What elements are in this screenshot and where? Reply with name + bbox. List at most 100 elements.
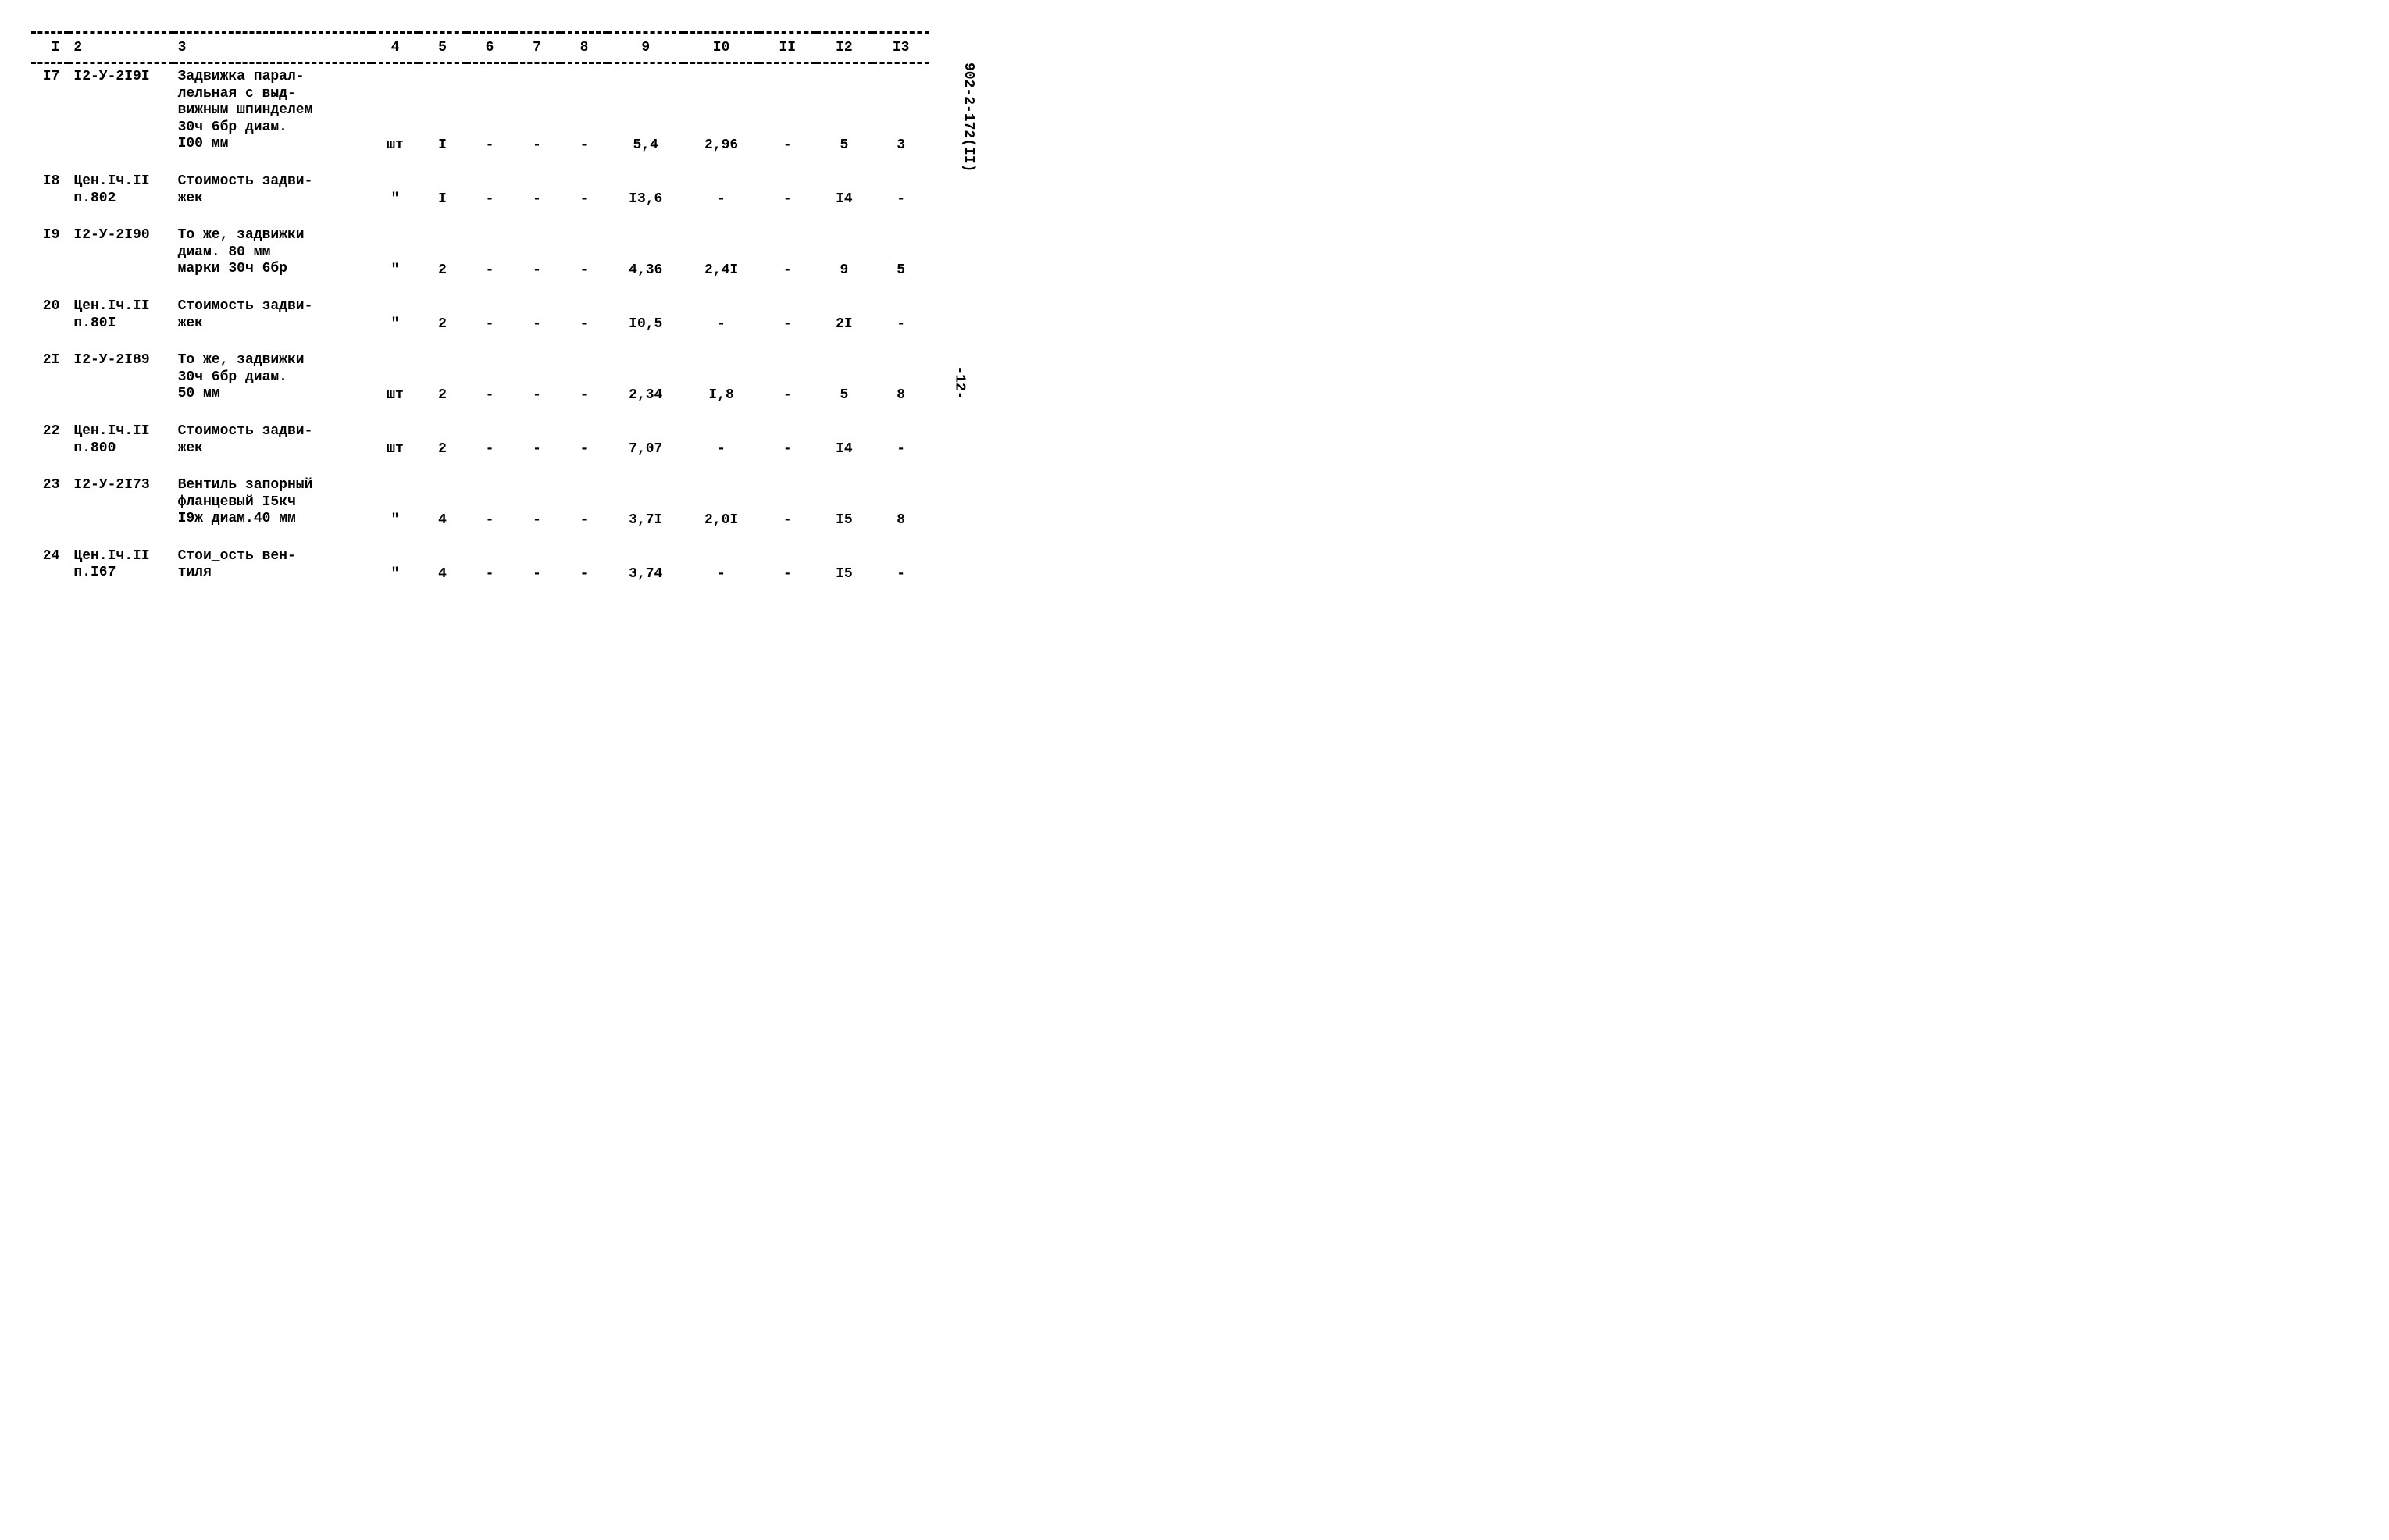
table-header: I 2 3 4 5 6 7 8 9 I0 II I2 I3: [31, 33, 929, 63]
row-c8: -: [561, 212, 608, 283]
row-c13: -: [872, 283, 929, 337]
row-unit: шт: [372, 408, 419, 462]
row-c13: -: [872, 158, 929, 212]
row-c6: -: [466, 337, 514, 408]
header-col-1: I: [31, 33, 69, 63]
header-col-7: 7: [513, 33, 561, 63]
row-c12: 9: [816, 212, 873, 283]
row-c9: 3,74: [608, 533, 683, 586]
row-c12: 5: [816, 337, 873, 408]
header-col-11: II: [759, 33, 816, 63]
row-c6: -: [466, 533, 514, 586]
row-c9: 4,36: [608, 212, 683, 283]
row-c11: -: [759, 158, 816, 212]
row-code: I2-У-2I90: [69, 212, 173, 283]
row-c7: -: [513, 158, 561, 212]
header-col-4: 4: [372, 33, 419, 63]
header-col-8: 8: [561, 33, 608, 63]
row-c13: -: [872, 533, 929, 586]
document-number: 902-2-172(II): [961, 62, 976, 172]
row-c13: 8: [872, 337, 929, 408]
row-c6: -: [466, 408, 514, 462]
row-qty: 4: [419, 533, 466, 586]
row-c10: 2,4I: [683, 212, 759, 283]
row-unit: ": [372, 212, 419, 283]
row-qty: 2: [419, 212, 466, 283]
table-row: 22Цен.Iч.II п.800Стоимость задви- жекшт2…: [31, 408, 929, 462]
row-code: I2-У-2I9I: [69, 63, 173, 158]
row-code: I2-У-2I89: [69, 337, 173, 408]
row-unit: ": [372, 283, 419, 337]
row-c13: 3: [872, 63, 929, 158]
row-number: 23: [31, 462, 69, 533]
row-number: 20: [31, 283, 69, 337]
row-unit: ": [372, 462, 419, 533]
row-c7: -: [513, 63, 561, 158]
row-c8: -: [561, 533, 608, 586]
row-c10: -: [683, 158, 759, 212]
row-number: I8: [31, 158, 69, 212]
row-c11: -: [759, 63, 816, 158]
row-c11: -: [759, 283, 816, 337]
row-c9: 2,34: [608, 337, 683, 408]
row-c13: -: [872, 408, 929, 462]
row-c7: -: [513, 533, 561, 586]
row-code: Цен.Iч.II п.800: [69, 408, 173, 462]
row-c8: -: [561, 408, 608, 462]
header-col-6: 6: [466, 33, 514, 63]
row-c13: 5: [872, 212, 929, 283]
row-unit: шт: [372, 63, 419, 158]
table-row: 20Цен.Iч.II п.80IСтоимость задви- жек"2-…: [31, 283, 929, 337]
row-c8: -: [561, 462, 608, 533]
row-qty: I: [419, 63, 466, 158]
row-c11: -: [759, 408, 816, 462]
row-code: Цен.Iч.II п.802: [69, 158, 173, 212]
row-unit: ": [372, 533, 419, 586]
row-qty: 4: [419, 462, 466, 533]
row-description: Стоимость задви- жек: [173, 283, 372, 337]
row-description: Задвижка парал- лельная с выд- вижным шп…: [173, 63, 372, 158]
row-c10: 2,0I: [683, 462, 759, 533]
row-c8: -: [561, 158, 608, 212]
row-code: Цен.Iч.II п.I67: [69, 533, 173, 586]
row-qty: I: [419, 158, 466, 212]
row-c11: -: [759, 212, 816, 283]
table-row: I9I2-У-2I90То же, задвижки диам. 80 мм м…: [31, 212, 929, 283]
row-c12: 2I: [816, 283, 873, 337]
row-c12: 5: [816, 63, 873, 158]
row-c9: 7,07: [608, 408, 683, 462]
row-unit: шт: [372, 337, 419, 408]
row-c6: -: [466, 63, 514, 158]
row-number: 24: [31, 533, 69, 586]
row-qty: 2: [419, 337, 466, 408]
row-number: 2I: [31, 337, 69, 408]
row-c12: I5: [816, 533, 873, 586]
row-c11: -: [759, 462, 816, 533]
header-col-12: I2: [816, 33, 873, 63]
row-c9: 5,4: [608, 63, 683, 158]
row-c10: -: [683, 408, 759, 462]
row-code: Цен.Iч.II п.80I: [69, 283, 173, 337]
row-qty: 2: [419, 408, 466, 462]
row-c7: -: [513, 408, 561, 462]
header-col-3: 3: [173, 33, 372, 63]
table-row: 2II2-У-2I89То же, задвижки 30ч 6бр диам.…: [31, 337, 929, 408]
table-row: I7I2-У-2I9IЗадвижка парал- лельная с выд…: [31, 63, 929, 158]
row-c11: -: [759, 337, 816, 408]
row-number: I9: [31, 212, 69, 283]
row-c9: I0,5: [608, 283, 683, 337]
row-c13: 8: [872, 462, 929, 533]
row-c7: -: [513, 283, 561, 337]
row-c7: -: [513, 462, 561, 533]
row-c8: -: [561, 283, 608, 337]
row-description: Вентиль запорный фланцевый I5кч I9ж диам…: [173, 462, 372, 533]
row-c7: -: [513, 212, 561, 283]
row-description: Стоимость задви- жек: [173, 158, 372, 212]
row-c11: -: [759, 533, 816, 586]
row-c6: -: [466, 212, 514, 283]
row-description: Стоимость задви- жек: [173, 408, 372, 462]
page-container: 902-2-172(II) -12- I 2 3 4 5 6 7 8 9 I0 …: [31, 31, 929, 586]
row-c10: 2,96: [683, 63, 759, 158]
row-c6: -: [466, 462, 514, 533]
row-c8: -: [561, 63, 608, 158]
